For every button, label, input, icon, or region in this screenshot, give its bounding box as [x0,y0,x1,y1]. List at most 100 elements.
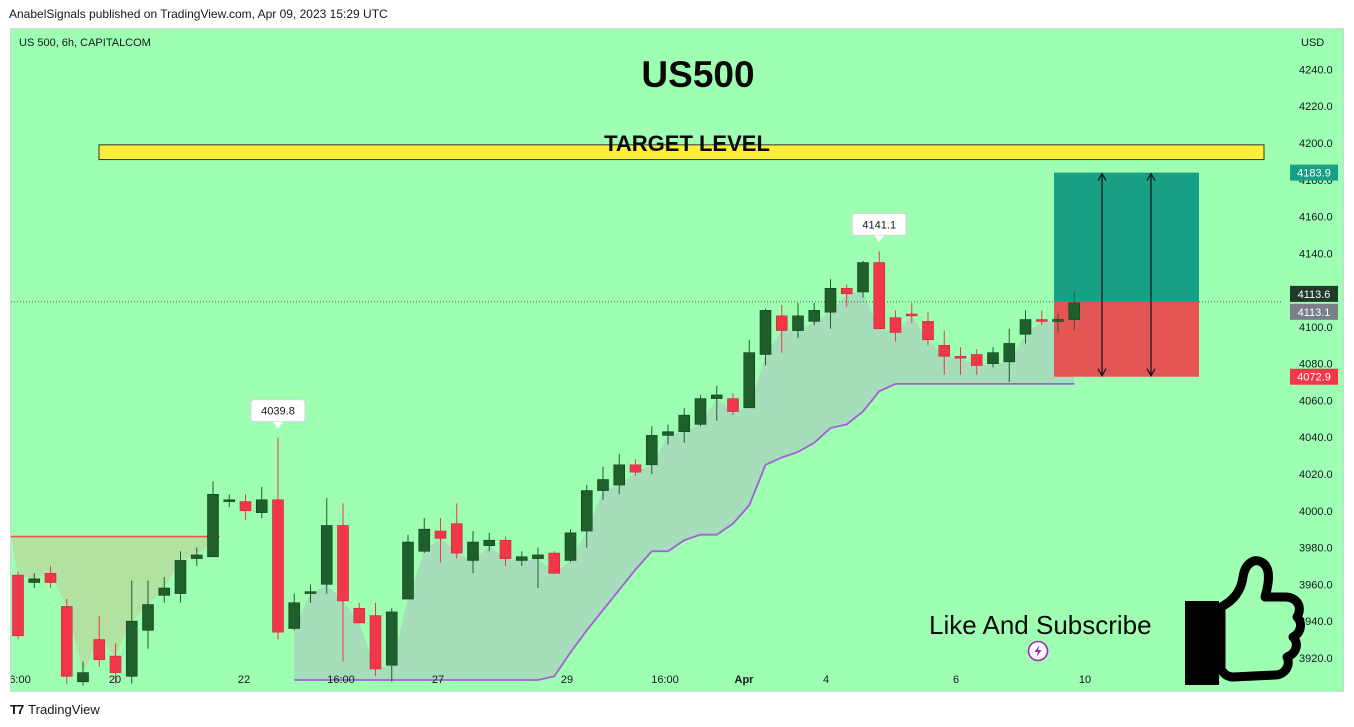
candle-body[interactable] [1052,319,1064,322]
candle-body[interactable] [548,552,561,574]
candle[interactable] [532,547,544,589]
candle[interactable] [905,302,918,324]
candle[interactable] [467,531,479,574]
candle-body[interactable] [515,556,528,561]
candle-body[interactable] [190,554,203,559]
candle[interactable] [1035,310,1048,326]
candle[interactable] [938,330,951,375]
candle[interactable] [645,426,658,475]
candle[interactable] [710,385,723,421]
candle[interactable] [580,485,593,548]
candle[interactable] [727,393,739,416]
candle[interactable] [694,394,707,427]
candle[interactable] [889,310,902,342]
candle[interactable] [369,602,382,677]
candle-body[interactable] [223,499,236,502]
candle-body[interactable] [44,573,57,583]
candle[interactable] [564,529,577,563]
candle[interactable] [775,304,788,353]
candle-body[interactable] [759,310,772,355]
candle[interactable] [190,547,203,566]
candle-body[interactable] [662,431,674,436]
candle-body[interactable] [889,317,902,333]
candle[interactable] [548,551,561,574]
candle[interactable] [1068,291,1081,331]
candle-body[interactable] [418,528,431,552]
candle-body[interactable] [1068,302,1081,320]
candle-body[interactable] [125,620,138,677]
candle-body[interactable] [532,554,544,559]
candle-body[interactable] [727,398,739,412]
candle-body[interactable] [77,672,89,683]
candle-body[interactable] [873,262,886,330]
candle-body[interactable] [174,560,187,594]
candle[interactable] [987,347,999,368]
candle-body[interactable] [402,541,414,600]
candle[interactable] [125,580,138,684]
candle-body[interactable] [645,435,658,466]
candles-layer[interactable] [12,251,1081,686]
candle[interactable] [109,643,122,684]
candle-body[interactable] [369,615,382,670]
candle[interactable] [678,407,691,443]
candle[interactable] [873,251,886,330]
candle-body[interactable] [272,499,284,633]
candle[interactable] [239,494,252,520]
candle[interactable] [385,608,398,682]
candle-body[interactable] [142,604,154,631]
candle-body[interactable] [304,591,317,594]
candle-body[interactable] [28,578,41,583]
candle-body[interactable] [467,541,479,561]
candle-body[interactable] [450,523,463,554]
candle-body[interactable] [12,574,24,637]
candle-body[interactable] [629,464,642,473]
candle[interactable] [223,494,236,508]
candle[interactable] [320,497,333,594]
candle-body[interactable] [678,414,691,433]
candle[interactable] [255,486,268,519]
candle[interactable] [353,602,366,624]
candle[interactable] [792,302,804,338]
candle[interactable] [158,576,171,603]
candle-body[interactable] [840,287,853,295]
candle[interactable] [824,279,837,329]
candle-body[interactable] [775,315,788,331]
candle[interactable] [1052,314,1064,333]
candle-body[interactable] [580,490,593,532]
candle-body[interactable] [288,602,301,629]
candle[interactable] [288,593,301,631]
candle[interactable] [840,284,853,307]
candle-body[interactable] [207,493,219,558]
candle[interactable] [272,437,284,640]
candle[interactable] [44,565,57,589]
candle[interactable] [1019,310,1032,344]
candle-body[interactable] [922,321,934,341]
candle-body[interactable] [970,354,983,366]
candle-body[interactable] [808,310,821,322]
candle[interactable] [337,503,349,662]
candle-body[interactable] [385,611,398,666]
candle[interactable] [759,308,772,366]
candle[interactable] [743,339,756,409]
candle[interactable] [142,580,154,649]
candle-body[interactable] [987,352,999,364]
candle[interactable] [60,599,73,684]
candle-body[interactable] [1035,319,1048,322]
candle-body[interactable] [694,398,707,425]
candle-body[interactable] [483,539,496,547]
candle-body[interactable] [597,479,609,491]
candle[interactable] [613,453,626,495]
candle-body[interactable] [93,639,106,661]
candle[interactable] [77,661,89,686]
candle[interactable] [207,481,219,558]
candle[interactable] [954,347,967,375]
candle-body[interactable] [857,262,869,293]
candle-body[interactable] [434,530,447,539]
candle[interactable] [629,459,642,476]
candle[interactable] [597,466,609,500]
candle[interactable] [93,615,106,668]
candle-body[interactable] [109,655,122,673]
candle[interactable] [434,518,447,563]
candlestick-chart[interactable]: 4039.8 4141.1 3920.0 3940.0 3960.0 3980.0 400… [11,29,1343,691]
candle[interactable] [515,551,528,566]
